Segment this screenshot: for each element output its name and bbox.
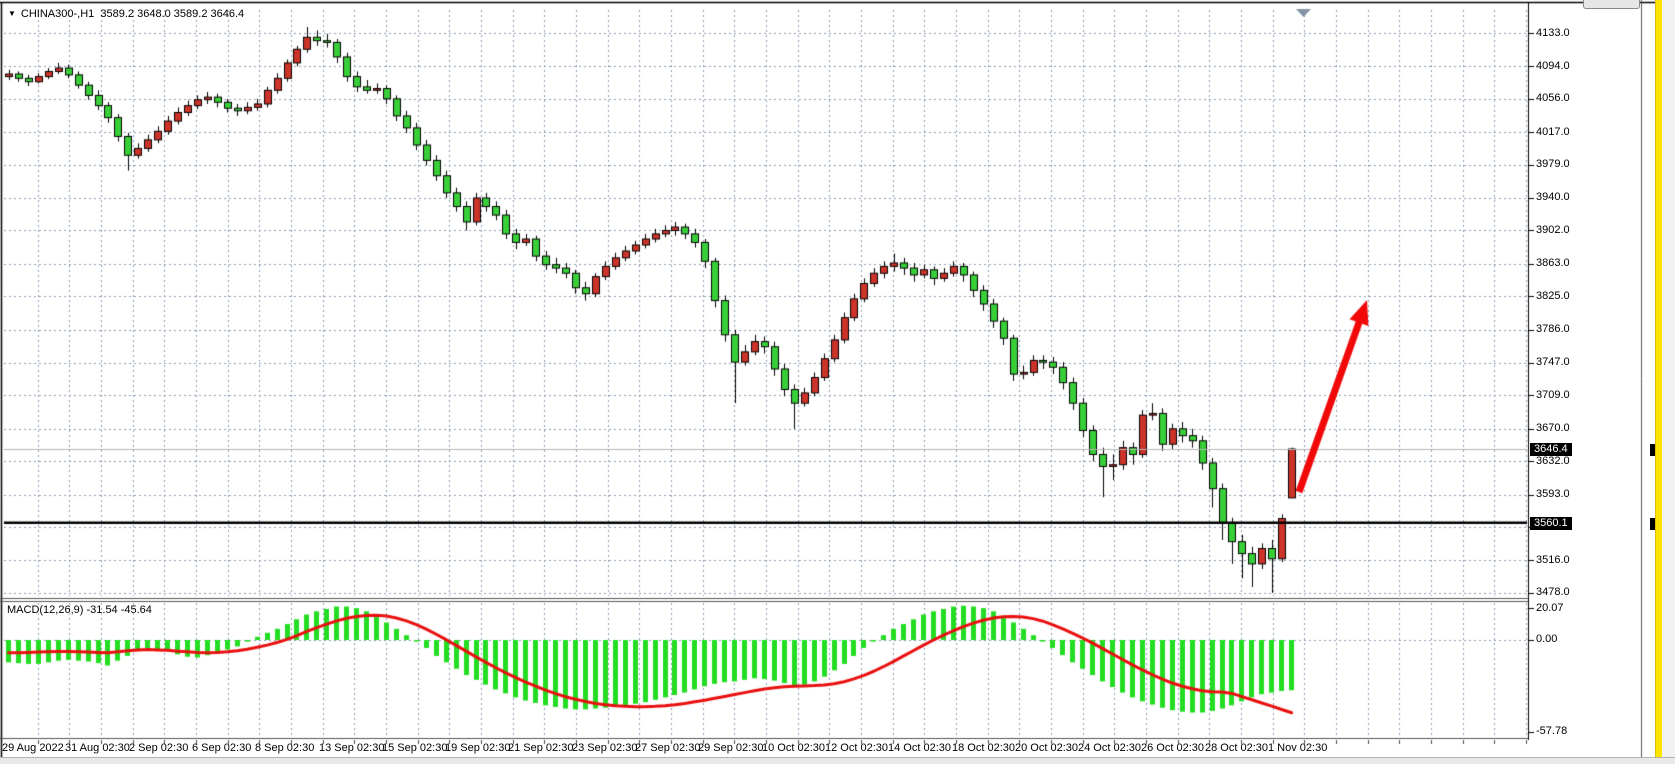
time-axis-label: 14 Oct 02:30 xyxy=(888,742,951,754)
time-axis-label: 10 Oct 02:30 xyxy=(762,742,825,754)
macd-indicator-label: MACD(12,26,9) -31.54 -45.64 xyxy=(7,604,152,617)
price-axis-label: 3786.0 xyxy=(1536,323,1570,335)
price-axis-label: 3747.0 xyxy=(1536,356,1570,368)
price-axis-label: 3979.0 xyxy=(1536,158,1570,170)
current-price-badge: 3646.4 xyxy=(1530,443,1572,456)
time-axis-label: 26 Oct 02:30 xyxy=(1141,742,1204,754)
time-axis-label: 18 Oct 02:30 xyxy=(952,742,1015,754)
price-axis-label: 4056.0 xyxy=(1536,92,1570,104)
time-axis-label: 2 Sep 02:30 xyxy=(129,742,189,754)
price-axis-label: 3863.0 xyxy=(1536,257,1570,269)
right-gutter xyxy=(1662,0,1675,764)
time-axis-label: 28 Oct 02:30 xyxy=(1205,742,1268,754)
time-axis-label: 29 Sep 02:30 xyxy=(698,742,764,754)
time-axis-label: 27 Sep 02:30 xyxy=(635,742,701,754)
time-axis-label: 15 Sep 02:30 xyxy=(382,742,448,754)
support-price-badge-marker xyxy=(1650,518,1657,530)
partial-toolbar-button[interactable] xyxy=(1583,0,1640,9)
time-axis-label: 13 Sep 02:30 xyxy=(319,742,385,754)
time-axis-label: 19 Sep 02:30 xyxy=(445,742,511,754)
macd-axis-label: 0.00 xyxy=(1536,633,1558,645)
macd-axis-label: -57.78 xyxy=(1536,725,1568,737)
time-axis-label: 12 Oct 02:30 xyxy=(825,742,888,754)
current-price-badge-marker xyxy=(1650,444,1657,456)
support-price-badge: 3560.1 xyxy=(1530,517,1572,530)
time-axis-label: 29 Aug 2022 xyxy=(2,742,64,754)
window-edge-highlight xyxy=(1655,0,1663,757)
time-axis-label: 20 Oct 02:30 xyxy=(1015,742,1078,754)
time-axis-label: 23 Sep 02:30 xyxy=(572,742,638,754)
chevron-down-icon[interactable]: ▼ xyxy=(8,9,16,18)
price-axis-label: 3632.0 xyxy=(1536,455,1570,467)
price-axis-label: 4094.0 xyxy=(1536,60,1570,72)
time-axis-label: 31 Aug 02:30 xyxy=(65,742,130,754)
time-axis-label: 8 Sep 02:30 xyxy=(255,742,315,754)
price-axis-label: 3825.0 xyxy=(1536,290,1570,302)
macd-name: MACD(12,26,9) xyxy=(7,604,84,616)
price-axis-label: 3516.0 xyxy=(1536,554,1570,566)
macd-values: -31.54 -45.64 xyxy=(86,604,152,616)
time-axis-label: 21 Sep 02:30 xyxy=(508,742,574,754)
price-axis-label: 3670.0 xyxy=(1536,422,1570,434)
time-axis-label: 1 Nov 02:30 xyxy=(1268,742,1328,754)
price-axis-label: 4017.0 xyxy=(1536,126,1570,138)
macd-axis-label: 20.07 xyxy=(1536,602,1564,614)
symbol-timeframe-label: CHINA300-,H1 xyxy=(20,8,95,20)
time-axis-label: 24 Oct 02:30 xyxy=(1078,742,1141,754)
price-axis-label: 3902.0 xyxy=(1536,224,1570,236)
price-axis-label: 3593.0 xyxy=(1536,488,1570,500)
symbol-title: ▼ CHINA300-,H1 3589.2 3648.0 3589.2 3646.… xyxy=(8,7,244,21)
status-strip xyxy=(0,757,1675,764)
symbol-ohlc-quote: 3589.2 3648.0 3589.2 3646.4 xyxy=(100,8,245,20)
price-axis-label: 4133.0 xyxy=(1536,27,1570,39)
time-axis-label: 6 Sep 02:30 xyxy=(192,742,252,754)
price-axis-label: 3940.0 xyxy=(1536,191,1570,203)
price-axis-label: 3709.0 xyxy=(1536,389,1570,401)
price-axis-label: 3478.0 xyxy=(1536,586,1570,598)
